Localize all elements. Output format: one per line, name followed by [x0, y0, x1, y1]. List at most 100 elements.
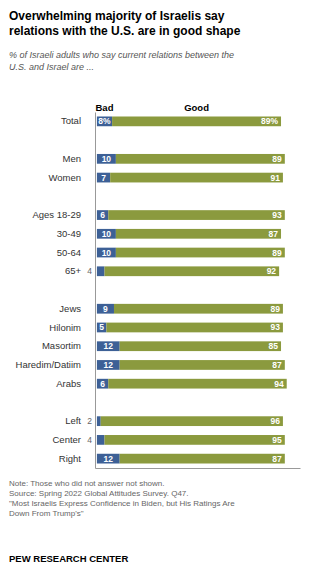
data-label: 10 — [102, 154, 112, 164]
bar-good — [120, 454, 285, 464]
bar-good — [114, 304, 283, 314]
data-label: 9 — [103, 304, 108, 314]
subtitle-line: U.S. and Israel are ... — [9, 62, 94, 72]
bar-bad — [97, 323, 106, 333]
data-label: 8% — [98, 116, 111, 126]
y-tick: Center — [52, 434, 95, 445]
y-tick: Right — [59, 453, 95, 464]
bar-bad — [97, 454, 120, 464]
data-label: 89% — [261, 116, 278, 126]
data-label: 89 — [272, 248, 282, 258]
y-tick-label: 65+ — [65, 265, 82, 276]
bar-bad — [97, 360, 120, 370]
data-label: 6 — [100, 210, 105, 220]
data-label: 93 — [270, 322, 280, 332]
legend-entry: Bad — [96, 102, 114, 113]
bar-bad — [97, 416, 101, 426]
bar-good — [110, 173, 283, 183]
bar-bad — [97, 210, 108, 220]
y-tick-label: Women — [48, 172, 81, 183]
data-labels: 8%89%10897916931087108949298959312851287… — [87, 116, 284, 463]
bar-good — [108, 210, 285, 220]
title-line: relations with the U.S. are in good shap… — [9, 24, 241, 38]
y-tick: Left — [65, 415, 95, 426]
y-tick-label: Total — [61, 115, 81, 126]
y-tick: Women — [48, 172, 95, 183]
data-label: 85 — [269, 341, 279, 351]
bar-good — [101, 416, 283, 426]
title: Overwhelming majority of Israelis sayrel… — [9, 9, 241, 38]
y-tick: 30-49 — [57, 228, 95, 239]
bar-bad — [97, 304, 114, 314]
data-label: 2 — [87, 416, 92, 426]
data-label: 5 — [99, 322, 104, 332]
chart: Overwhelming majority of Israelis sayrel… — [0, 0, 310, 576]
bar-good — [106, 323, 283, 333]
footer: PEW RESEARCH CENTER — [9, 553, 128, 564]
data-label: 96 — [270, 416, 280, 426]
bar-bad — [97, 154, 116, 164]
bar-good — [112, 116, 281, 126]
data-label: 10 — [102, 229, 112, 239]
y-tick: 65+ — [65, 265, 95, 276]
y-axis-line — [95, 113, 96, 469]
x-axis-line — [96, 468, 301, 469]
y-tick-label: Men — [63, 153, 81, 164]
data-label: 89 — [272, 154, 282, 164]
note-line: Down From Trump's" — [9, 509, 84, 518]
data-label: 87 — [272, 454, 282, 464]
y-tick-label: Right — [59, 453, 82, 464]
y-tick: Ages 18-29 — [32, 209, 95, 220]
y-tick: Arabs — [56, 378, 95, 389]
y-tick: 50-64 — [57, 247, 95, 258]
y-tick-label: Jews — [59, 303, 81, 314]
bar-bad — [97, 435, 105, 445]
bar-bad — [97, 173, 110, 183]
data-label: 91 — [270, 173, 280, 183]
bar-good — [116, 154, 285, 164]
y-tick: Jews — [59, 303, 95, 314]
bars — [97, 116, 287, 463]
y-tick: Haredim/Datiim — [16, 359, 95, 370]
note-line: "Most Israelis Express Confidence in Bid… — [9, 499, 235, 508]
data-label: 92 — [267, 266, 277, 276]
bar-bad — [97, 229, 116, 239]
bar-good — [104, 435, 284, 445]
data-label: 89 — [270, 304, 280, 314]
y-tick-label: Ages 18-29 — [32, 209, 81, 220]
data-label: 12 — [104, 454, 114, 464]
y-tick: Total — [61, 115, 95, 126]
note-line: Source: Spring 2022 Global Attitudes Sur… — [9, 489, 189, 498]
bar-good — [116, 229, 281, 239]
note: Note: Those who did not answer not shown… — [9, 479, 235, 518]
data-label: 94 — [274, 379, 284, 389]
y-tick-label: Arabs — [56, 378, 81, 389]
bar-good — [120, 341, 281, 351]
data-label: 7 — [101, 173, 106, 183]
bar-good — [104, 266, 279, 276]
y-tick: Hilonim — [49, 322, 95, 333]
bar-good — [120, 360, 285, 370]
bar-bad — [97, 379, 108, 389]
y-axis: Total Men Women Ages 18-29 30-49 50-64 65+ Jews… — [16, 113, 96, 469]
y-tick-label: 50-64 — [57, 247, 81, 258]
data-label: 12 — [104, 341, 114, 351]
data-label: 10 — [102, 248, 112, 258]
bar-good — [108, 379, 286, 389]
y-tick: Men — [63, 153, 95, 164]
bar-bad — [97, 341, 120, 351]
bar-bad — [97, 248, 116, 258]
y-tick: Masortim — [42, 340, 95, 351]
title-line: Overwhelming majority of Israelis say — [9, 9, 225, 23]
data-label: 87 — [269, 229, 279, 239]
bar-good — [116, 248, 285, 258]
data-label: 6 — [100, 379, 105, 389]
y-tick-label: Left — [65, 415, 81, 426]
subtitle: % of Israeli adults who say current rela… — [9, 50, 234, 72]
y-tick-label: 30-49 — [57, 228, 81, 239]
y-tick-label: Masortim — [42, 340, 81, 351]
data-label: 4 — [87, 266, 92, 276]
bar-bad — [97, 266, 105, 276]
data-label: 12 — [104, 360, 114, 370]
y-tick-label: Haredim/Datiim — [16, 359, 82, 370]
